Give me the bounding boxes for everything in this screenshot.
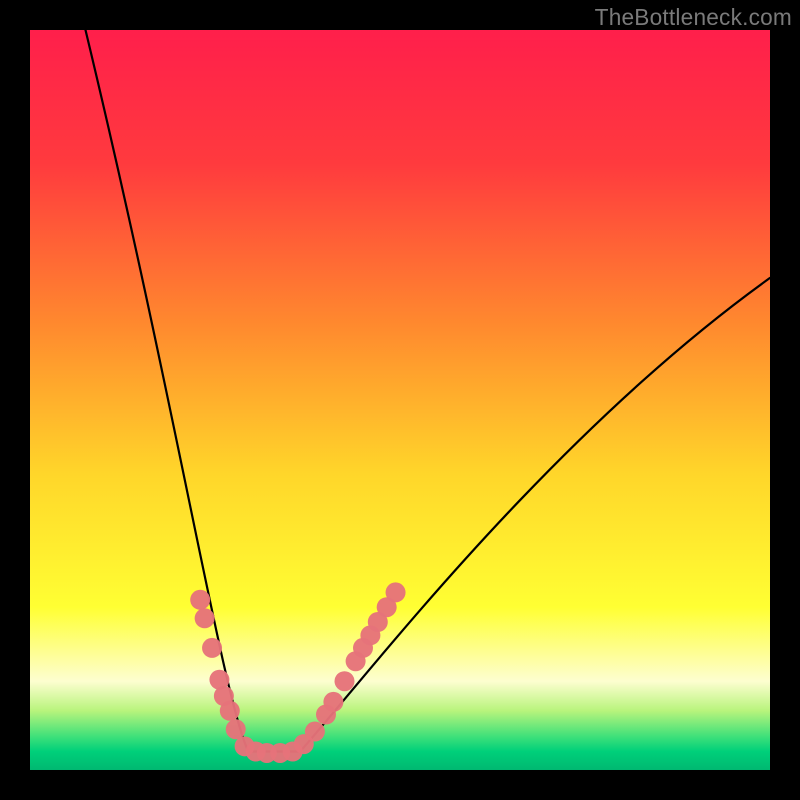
data-dot (305, 722, 325, 742)
bottleneck-chart-svg (0, 0, 800, 800)
data-dot (335, 671, 355, 691)
watermark-text: TheBottleneck.com (595, 4, 792, 31)
chart-container: TheBottleneck.com (0, 0, 800, 800)
data-dot (195, 608, 215, 628)
data-dot (202, 638, 222, 658)
data-dot (190, 590, 210, 610)
plot-background (30, 30, 770, 770)
data-dot (386, 582, 406, 602)
data-dot (323, 692, 343, 712)
data-dot (220, 701, 240, 721)
data-dot (226, 719, 246, 739)
